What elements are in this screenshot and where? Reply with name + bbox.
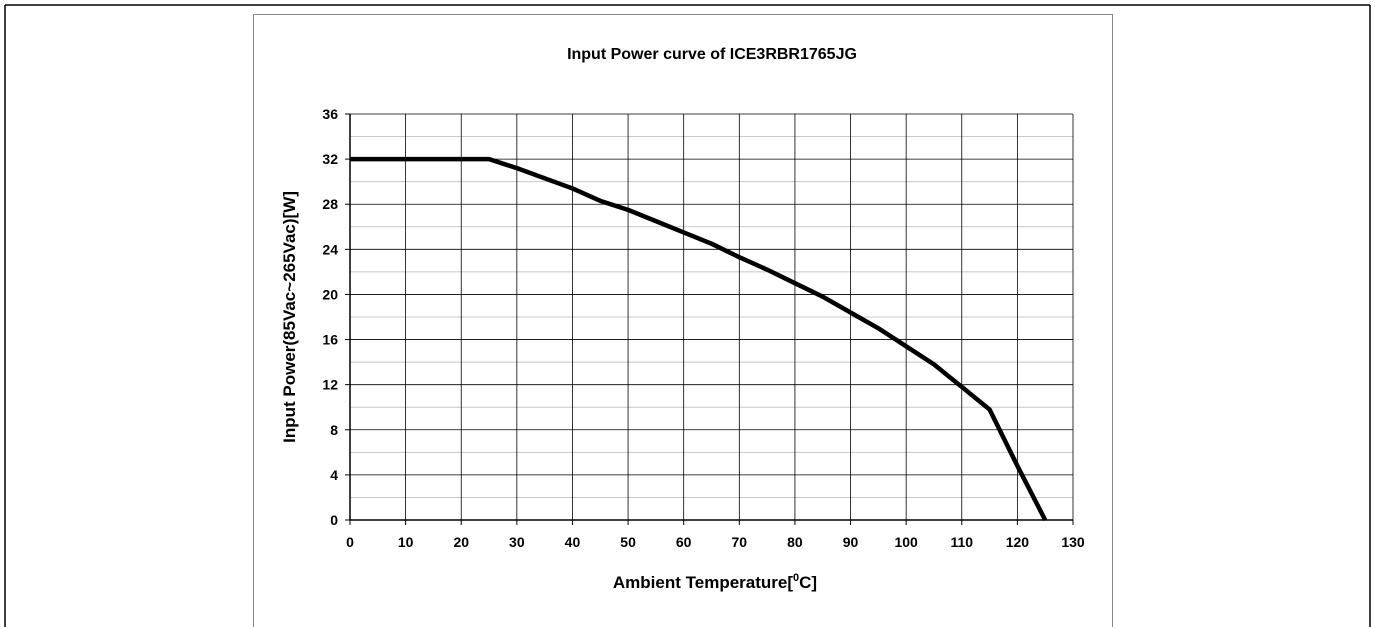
y-tick-label: 24 [322, 241, 338, 257]
x-tick-label: 90 [843, 534, 859, 550]
x-tick-label: 10 [398, 534, 414, 550]
x-tick-label: 80 [787, 534, 803, 550]
x-tick-label: 60 [676, 534, 692, 550]
x-tick-label: 120 [1006, 534, 1030, 550]
x-tick-label: 20 [453, 534, 469, 550]
y-tick-label: 28 [322, 196, 338, 212]
y-axis-label: Input Power(85Vac~265Vac)[W] [280, 191, 299, 443]
x-tick-label: 0 [346, 534, 354, 550]
x-label-sup: 0 [793, 572, 799, 584]
x-label-part: C] [799, 573, 817, 592]
y-tick-label: 12 [322, 377, 338, 393]
x-label-part: Ambient Temperature[ [613, 573, 793, 592]
chart-frame [253, 14, 1113, 627]
chart-title: Input Power curve of ICE3RBR1765JG [567, 46, 857, 63]
x-tick-label: 110 [950, 534, 973, 550]
x-tick-label: 70 [732, 534, 748, 550]
y-tick-label: 36 [322, 106, 338, 122]
x-axis-label: Ambient Temperature[0C] [613, 572, 817, 592]
y-tick-label: 4 [330, 467, 338, 483]
y-tick-label: 32 [322, 151, 338, 167]
y-tick-label: 16 [322, 332, 338, 348]
x-tick-label: 100 [894, 534, 918, 550]
x-tick-label: 40 [565, 534, 581, 550]
x-tick-label: 130 [1061, 534, 1085, 550]
x-tick-label: 50 [620, 534, 636, 550]
y-tick-label: 0 [330, 512, 338, 528]
y-tick-label: 20 [322, 286, 338, 302]
y-tick-label: 8 [330, 422, 338, 438]
x-tick-label: 30 [509, 534, 525, 550]
data-line [350, 156, 1048, 522]
